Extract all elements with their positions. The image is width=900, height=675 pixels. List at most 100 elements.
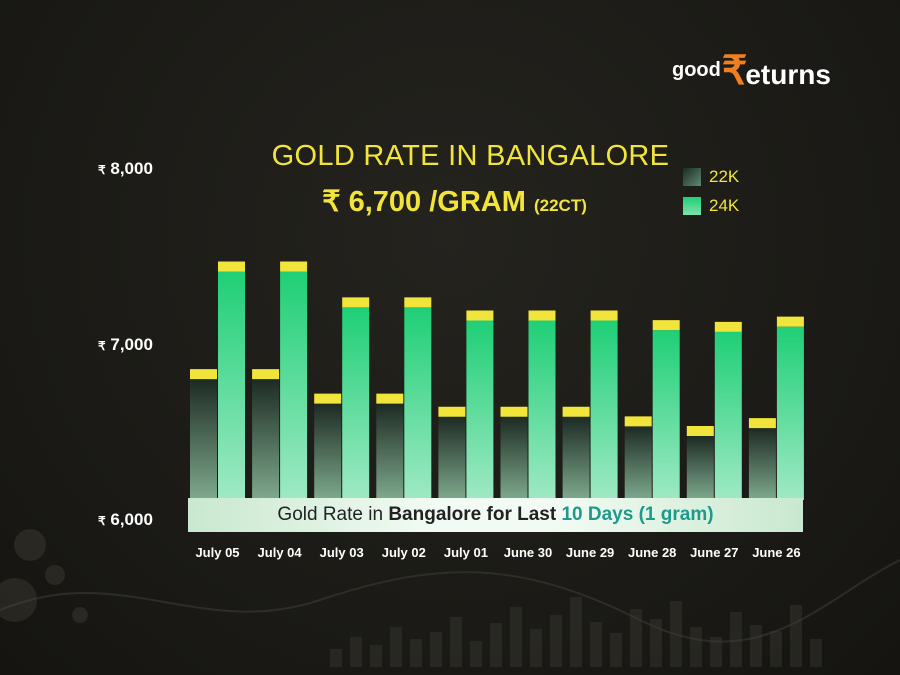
legend-item-22k: 22K <box>683 167 739 187</box>
annotation-text-1: Gold Rate in <box>277 504 389 525</box>
bar-cap-24k <box>528 310 556 321</box>
decoration-bar <box>750 625 762 667</box>
decoration-bar <box>710 637 722 667</box>
x-tick-label: June 26 <box>752 545 800 560</box>
x-tick-label: July 02 <box>382 545 426 560</box>
decoration-bar <box>570 597 582 667</box>
bar-24k <box>466 320 494 500</box>
bar-cap-24k <box>404 297 432 308</box>
rupee-icon: ₹ <box>98 163 106 177</box>
x-tick-label: July 01 <box>444 545 488 560</box>
bar-cap-22k <box>190 369 217 380</box>
decoration-bokeh <box>45 565 65 585</box>
bar-24k <box>652 330 680 500</box>
bar-cap-24k <box>652 320 680 331</box>
chart-annotation-banner: Gold Rate in Bangalore for Last 10 Days … <box>188 498 803 532</box>
decoration-bar <box>730 612 742 667</box>
decoration-bar <box>630 609 642 667</box>
decoration-bar <box>530 629 542 667</box>
rupee-icon: ₹ <box>98 339 106 353</box>
bar-24k <box>404 307 432 500</box>
annotation-text-2: Bangalore for Last <box>388 504 562 525</box>
decoration-bar <box>350 637 362 667</box>
decoration-bar <box>410 639 422 667</box>
legend-item-24k: 24K <box>683 196 739 216</box>
decoration-bar <box>810 639 822 667</box>
bar-24k <box>528 320 556 500</box>
decoration-bokeh <box>14 529 46 561</box>
bar-22k <box>500 416 528 500</box>
bar-cap-24k <box>466 310 494 321</box>
decoration-bar <box>590 622 602 667</box>
legend-label-24k: 24K <box>709 196 740 215</box>
brand-good-text: good <box>672 59 721 81</box>
bars-layer <box>190 261 804 500</box>
decoration-bar <box>370 645 382 667</box>
bar-cap-24k <box>776 316 804 327</box>
bar-cap-22k <box>686 426 714 436</box>
decoration-bar <box>790 605 802 667</box>
bar-cap-22k <box>748 418 776 429</box>
x-tick-label: July 03 <box>320 545 364 560</box>
bar-22k <box>624 426 652 500</box>
bar-24k <box>714 331 742 500</box>
y-tick-value: 6,000 <box>110 510 153 529</box>
decoration-bar <box>390 627 402 667</box>
decoration-bokeh <box>0 578 37 622</box>
bar-22k <box>190 379 217 500</box>
price-unit: (22CT) <box>533 196 587 215</box>
x-tick-label: June 27 <box>690 545 738 560</box>
bar-cap-22k <box>252 369 280 380</box>
rupee-icon: ₹ <box>98 514 106 528</box>
annotation-text-3: 10 Days (1 gram) <box>561 504 714 525</box>
brand-rupee-icon: ₹ <box>721 49 748 93</box>
x-tick-label: June 28 <box>628 545 676 560</box>
bar-22k <box>314 403 342 500</box>
decoration-bar <box>330 649 342 667</box>
decoration-bar <box>690 627 702 667</box>
background-decoration <box>0 529 900 667</box>
bar-24k <box>342 307 370 500</box>
brand-eturns-text: eturns <box>745 59 831 90</box>
bar-cap-24k <box>714 321 742 332</box>
bar-cap-22k <box>562 406 590 417</box>
chart-title: GOLD RATE IN BANGALORE <box>271 140 670 172</box>
bar-cap-22k <box>438 406 466 417</box>
decoration-bar <box>490 623 502 667</box>
bar-cap-22k <box>314 393 342 404</box>
bar-22k <box>686 436 714 500</box>
decoration-curve <box>0 559 900 643</box>
decoration-bar <box>470 641 482 667</box>
bar-22k <box>748 428 776 500</box>
bar-24k <box>218 271 245 500</box>
y-tick-value: 7,000 <box>110 335 153 354</box>
decoration-bar <box>550 615 562 667</box>
chart-subtitle: ₹ 6,700 /GRAM (22CT) <box>292 184 617 219</box>
y-tick-value: 8,000 <box>110 159 153 178</box>
legend-label-22k: 22K <box>709 167 740 186</box>
legend-swatch-24k <box>683 197 701 215</box>
x-tick-label: June 30 <box>504 545 552 560</box>
brand-logo: good₹eturns <box>672 48 831 94</box>
decoration-bar <box>430 632 442 667</box>
bar-22k <box>252 379 280 500</box>
bar-24k <box>590 320 618 500</box>
bar-cap-22k <box>624 416 652 427</box>
decoration-bar <box>610 633 622 667</box>
bar-22k <box>438 416 466 500</box>
x-tick-label: July 05 <box>195 545 239 560</box>
bar-22k <box>562 416 590 500</box>
bar-cap-24k <box>218 261 245 272</box>
y-tick-label: ₹ 6,000 <box>98 510 153 530</box>
decoration-bokeh <box>72 607 88 623</box>
bar-24k <box>280 271 308 500</box>
bar-22k <box>376 403 404 500</box>
y-tick-label: ₹ 7,000 <box>98 335 153 355</box>
decoration-bar <box>450 617 462 667</box>
bar-cap-22k <box>500 406 528 417</box>
bar-cap-24k <box>342 297 370 308</box>
x-tick-label: July 04 <box>258 545 303 560</box>
bar-cap-24k <box>280 261 308 272</box>
